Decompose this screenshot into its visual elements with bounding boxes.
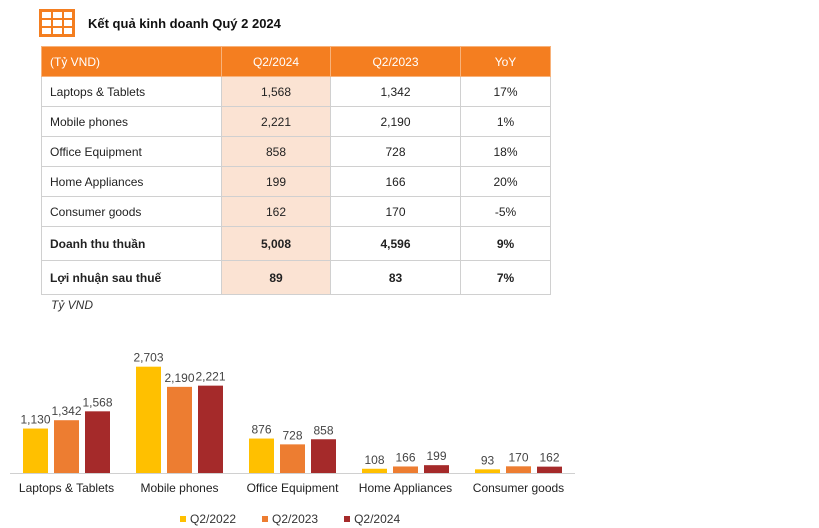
cell-yoy: 7%	[460, 260, 551, 295]
row-label: Home Appliances	[41, 166, 222, 197]
bar	[23, 428, 48, 473]
data-label: 1,342	[51, 404, 81, 418]
table-row: Home Appliances 199 166 20%	[41, 166, 551, 197]
cell-yoy: 18%	[460, 136, 551, 167]
data-label: 876	[251, 423, 271, 437]
table-row-net-profit: Lợi nhuận sau thuế 89 83 7%	[41, 260, 551, 295]
legend-item-q2-2023: Q2/2023	[262, 512, 318, 526]
table-row: Office Equipment 858 728 18%	[41, 136, 551, 167]
data-label: 199	[426, 449, 446, 463]
data-label: 1,130	[20, 413, 50, 427]
results-table: (Tỷ VND) Q2/2024 Q2/2023 YoY Laptops & T…	[41, 46, 551, 295]
row-label: Doanh thu thuần	[41, 226, 222, 261]
row-label: Mobile phones	[41, 106, 222, 137]
bar	[198, 385, 223, 473]
legend-item-q2-2024: Q2/2024	[344, 512, 400, 526]
bar	[475, 469, 500, 473]
bar	[393, 466, 418, 473]
data-label: 2,221	[195, 370, 225, 384]
cell-q2-2023: 1,342	[330, 76, 461, 107]
title-row: Kết quả kinh doanh Quý 2 2024	[38, 6, 281, 40]
data-label: 2,703	[133, 351, 163, 365]
cell-q2-2024: 5,008	[221, 226, 331, 261]
table-row-total-revenue: Doanh thu thuần 5,008 4,596 9%	[41, 226, 551, 261]
bar	[167, 386, 192, 473]
legend-label: Q2/2022	[190, 512, 237, 526]
data-label: 1,568	[82, 395, 112, 409]
bar	[311, 439, 336, 473]
legend-swatch	[262, 516, 269, 522]
data-label: 162	[539, 451, 559, 465]
data-label: 728	[282, 428, 302, 442]
legend-label: Q2/2023	[272, 512, 319, 526]
cell-q2-2024: 199	[221, 166, 331, 197]
bar	[537, 466, 562, 473]
category-label: Mobile phones	[140, 481, 218, 495]
cell-q2-2024: 858	[221, 136, 331, 167]
page-title: Kết quả kinh doanh Quý 2 2024	[88, 15, 281, 31]
unit-note: Tỷ VND	[51, 298, 93, 312]
bar	[506, 466, 531, 473]
cell-yoy: 17%	[460, 76, 551, 107]
category-label: Home Appliances	[359, 481, 452, 495]
chart-legend: Q2/2022 Q2/2023 Q2/2024	[180, 512, 426, 526]
table-grid-icon	[39, 9, 75, 37]
row-label: Office Equipment	[41, 136, 222, 167]
table-row: Laptops & Tablets 1,568 1,342 17%	[41, 76, 551, 107]
cell-yoy: 20%	[460, 166, 551, 197]
bar	[424, 465, 449, 473]
cell-yoy: 1%	[460, 106, 551, 137]
bar	[362, 468, 387, 473]
table-row: Consumer goods 162 170 -5%	[41, 196, 551, 227]
row-label: Laptops & Tablets	[41, 76, 222, 107]
bar	[54, 420, 79, 473]
legend-label: Q2/2024	[354, 512, 401, 526]
data-label: 93	[481, 453, 495, 467]
header-q2-2023: Q2/2023	[330, 46, 461, 77]
legend-swatch	[344, 516, 351, 522]
cell-q2-2023: 2,190	[330, 106, 461, 137]
cell-q2-2024: 162	[221, 196, 331, 227]
data-label: 170	[508, 450, 528, 464]
bar	[249, 438, 274, 473]
category-label: Consumer goods	[473, 481, 564, 495]
cell-q2-2024: 1,568	[221, 76, 331, 107]
cell-yoy: -5%	[460, 196, 551, 227]
header-unit: (Tỷ VND)	[41, 46, 222, 77]
row-label: Consumer goods	[41, 196, 222, 227]
category-label: Laptops & Tablets	[19, 481, 114, 495]
legend-swatch	[180, 516, 186, 522]
row-label: Lợi nhuận sau thuế	[41, 260, 222, 295]
bar	[136, 366, 161, 473]
data-label: 2,190	[164, 371, 194, 385]
cell-q2-2024: 2,221	[221, 106, 331, 137]
cell-q2-2023: 166	[330, 166, 461, 197]
data-label: 166	[395, 450, 415, 464]
category-label: Office Equipment	[247, 481, 339, 495]
header-q2-2024: Q2/2024	[221, 46, 331, 77]
cell-q2-2023: 4,596	[330, 226, 461, 261]
data-label: 108	[364, 453, 384, 467]
table-row: Mobile phones 2,221 2,190 1%	[41, 106, 551, 137]
header-yoy: YoY	[460, 46, 551, 77]
cell-q2-2023: 83	[330, 260, 461, 295]
cell-q2-2023: 170	[330, 196, 461, 227]
bar	[280, 444, 305, 473]
table-header-row: (Tỷ VND) Q2/2024 Q2/2023 YoY	[41, 46, 551, 77]
cell-q2-2024: 89	[221, 260, 331, 295]
cell-yoy: 9%	[460, 226, 551, 261]
cell-q2-2023: 728	[330, 136, 461, 167]
bar	[85, 411, 110, 473]
data-label: 858	[313, 423, 333, 437]
legend-item-q2-2022: Q2/2022	[180, 512, 236, 526]
